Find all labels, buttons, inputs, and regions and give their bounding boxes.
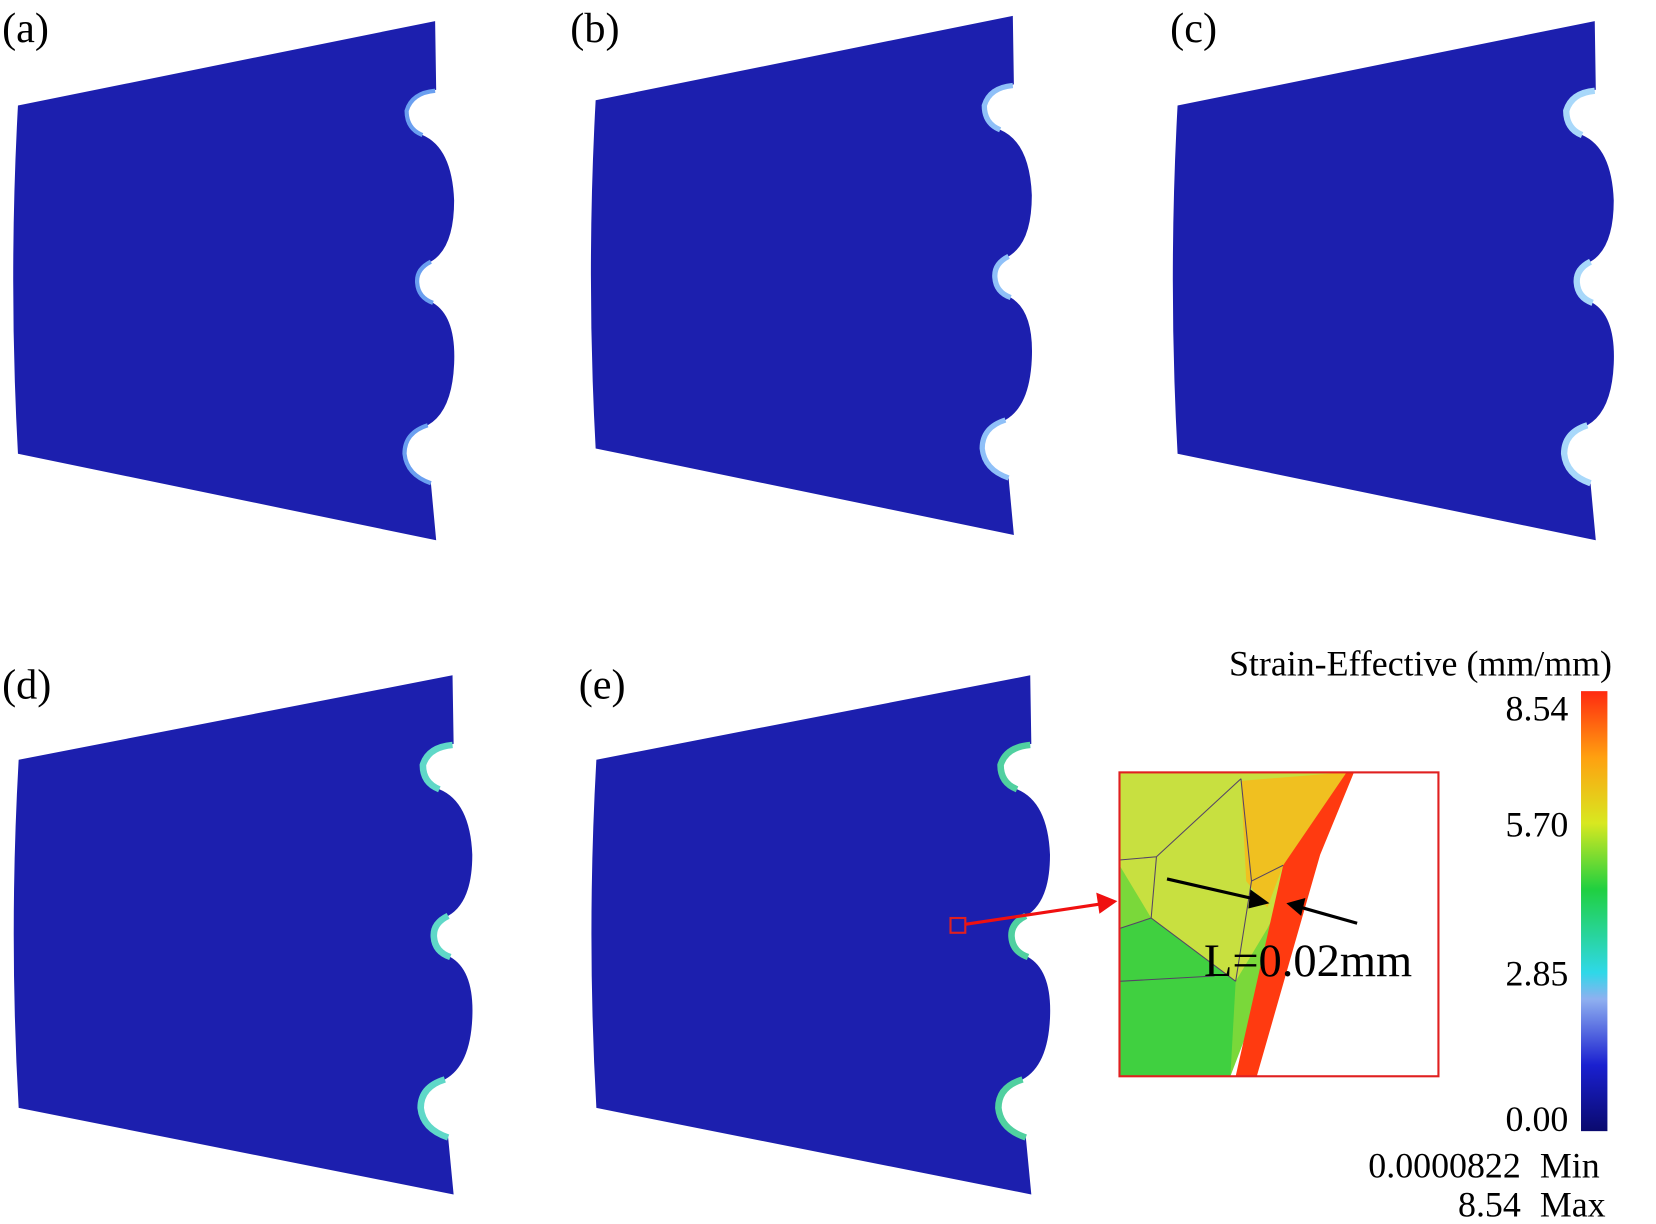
arrow-head — [1096, 892, 1118, 914]
gear-mesh — [591, 675, 1051, 1195]
zoom-marker — [949, 916, 967, 934]
panel-label: (c) — [1170, 5, 1217, 52]
inset-field — [1235, 772, 1354, 1077]
inset-frame — [1118, 771, 1440, 1078]
colorbar-tick-label: 0.00 — [1506, 1099, 1569, 1139]
arrow-head — [1286, 897, 1306, 916]
zoom-arrow — [965, 902, 1099, 926]
panel-label: (e) — [579, 662, 626, 709]
panel-label: (d) — [2, 662, 51, 709]
max-label: Max — [1540, 1185, 1606, 1224]
colorbar-gradient — [1581, 691, 1608, 1132]
max-value: 8.54 — [1458, 1185, 1521, 1224]
min-label: Min — [1540, 1146, 1600, 1186]
gear-mesh — [590, 15, 1033, 535]
panel-label: (a) — [2, 5, 49, 52]
inset: L=0.02mm — [1118, 771, 1440, 1078]
inset-annotation: L=0.02mm — [1204, 936, 1412, 987]
panel-label: (b) — [570, 5, 619, 52]
colorbar-tick-label: 2.85 — [1506, 954, 1569, 994]
colorbar-tick-label: 5.70 — [1506, 805, 1569, 845]
panel-b — [590, 15, 1033, 535]
dimension-arrow — [1300, 905, 1358, 925]
inset-field — [1119, 918, 1236, 1077]
inset-mesh — [1119, 778, 1284, 982]
colorbar-tick-label: 8.54 — [1506, 689, 1569, 729]
gear-mesh — [13, 21, 455, 541]
min-value: 0.0000822 — [1368, 1146, 1521, 1186]
colorbar-title: Strain-Effective (mm/mm) — [1229, 643, 1612, 683]
dimension-arrow — [1166, 877, 1256, 901]
gear-mesh — [1172, 21, 1614, 541]
colorbar: Strain-Effective (mm/mm) 8.54 5.70 2.85 … — [1229, 643, 1612, 1224]
panel-a — [13, 21, 455, 541]
panel-d — [13, 675, 473, 1195]
gear-mesh — [13, 675, 473, 1195]
panel-c — [1172, 21, 1614, 541]
arrow-head — [1248, 889, 1270, 909]
panel-e — [591, 675, 1051, 1195]
